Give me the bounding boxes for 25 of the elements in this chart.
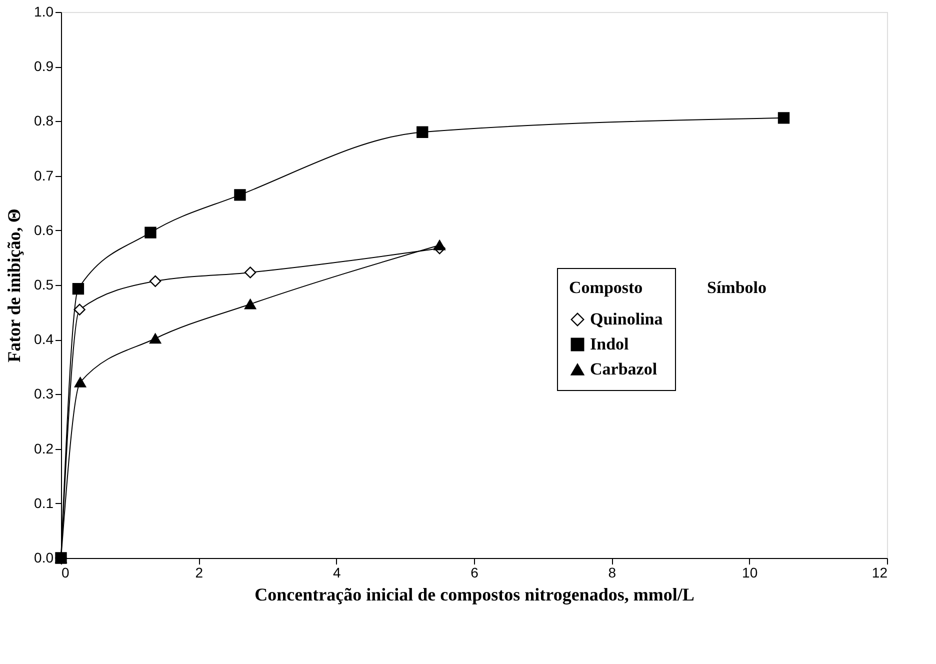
x-tick-label: 8 [608,564,616,580]
x-axis-title: Concentração inicial de compostos nitrogenados, mmol/L [254,584,694,604]
x-tick-label: 0 [62,564,70,580]
x-tick-label: 12 [872,564,888,580]
y-tick-label: 0.1 [34,494,54,511]
y-tick-label: 0.4 [34,331,54,348]
legend-title: Composto [569,278,643,297]
y-tick-label: 0.3 [34,386,54,402]
y-tick-label: 0.8 [34,112,54,129]
legend-label: Carbazol [590,360,658,378]
y-tick-label: 0.6 [34,222,54,238]
y-tick-label: 0.2 [34,440,54,456]
y-tick-label: 1.0 [34,4,54,20]
legend-label: Quinolina [590,310,664,328]
y-tick-label: 0.5 [34,276,54,292]
legend-label: Indol [590,334,630,354]
y-tick-label: 0.0 [34,550,54,566]
x-tick-label: 10 [742,564,758,580]
y-axis-title: Fator de inibição, Θ [4,208,24,362]
y-tick-label: 0.7 [34,167,54,184]
y-tick-label: 0.9 [34,58,54,74]
x-tick-label: 2 [195,564,204,580]
x-tick-label: 6 [470,564,479,580]
x-tick-label: 4 [332,564,341,580]
annotation: Símbolo [707,278,767,297]
